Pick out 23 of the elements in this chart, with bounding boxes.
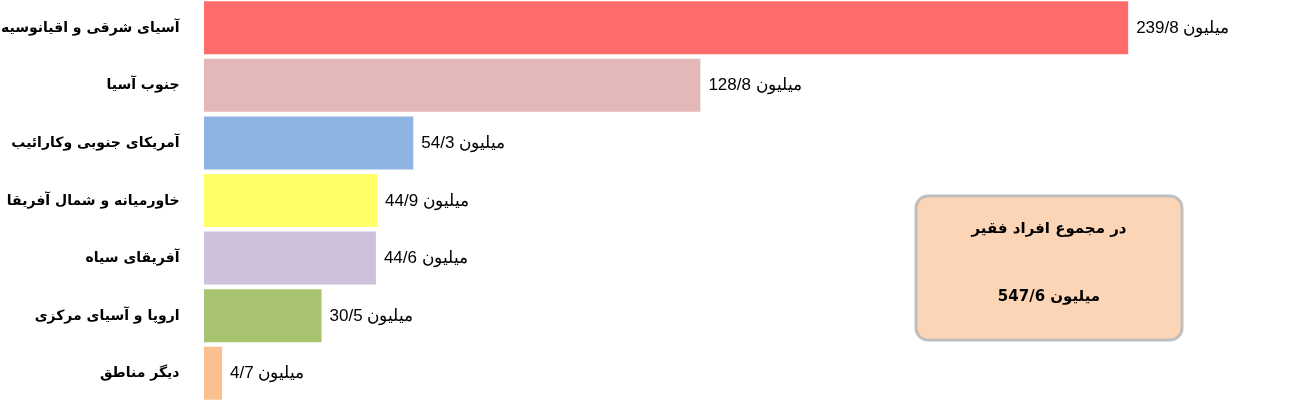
data-label: 44/6 میلیون — [383, 248, 468, 269]
data-label: 4/7 میلیون — [230, 363, 305, 384]
annotation: 547/6 میلیون — [997, 287, 1101, 305]
y-tick-label: اروپا و آسیای مرکزی — [34, 305, 180, 324]
annotation: در مجموع افراد فقیر — [970, 219, 1127, 237]
data-label: 44/9 میلیون — [385, 190, 469, 211]
bar — [204, 231, 376, 285]
bar — [204, 346, 223, 400]
data-label: 128/8 میلیون — [708, 75, 802, 96]
bar — [204, 116, 414, 170]
y-tick-label: آمریکای جنوبی وکارائیب — [11, 132, 181, 151]
bar — [204, 58, 701, 112]
bar — [204, 174, 378, 227]
data-label: 239/8 میلیون — [1136, 17, 1230, 38]
data-label: 54/3 میلیون — [421, 132, 506, 153]
y-tick-label: آسیای شرقی و اقیانوسیه — [1, 17, 181, 36]
y-tick-label: دیگر مناطق — [99, 364, 180, 382]
bar — [204, 1, 1129, 55]
bar — [204, 289, 322, 343]
y-tick-label: جنوب آسیا — [106, 75, 180, 94]
y-tick-label: خاورمیانه و شمال آفریقا — [6, 190, 180, 209]
data-label: 30/5 میلیون — [329, 305, 414, 326]
y-tick-label: آفریقای سیاه — [85, 248, 181, 267]
